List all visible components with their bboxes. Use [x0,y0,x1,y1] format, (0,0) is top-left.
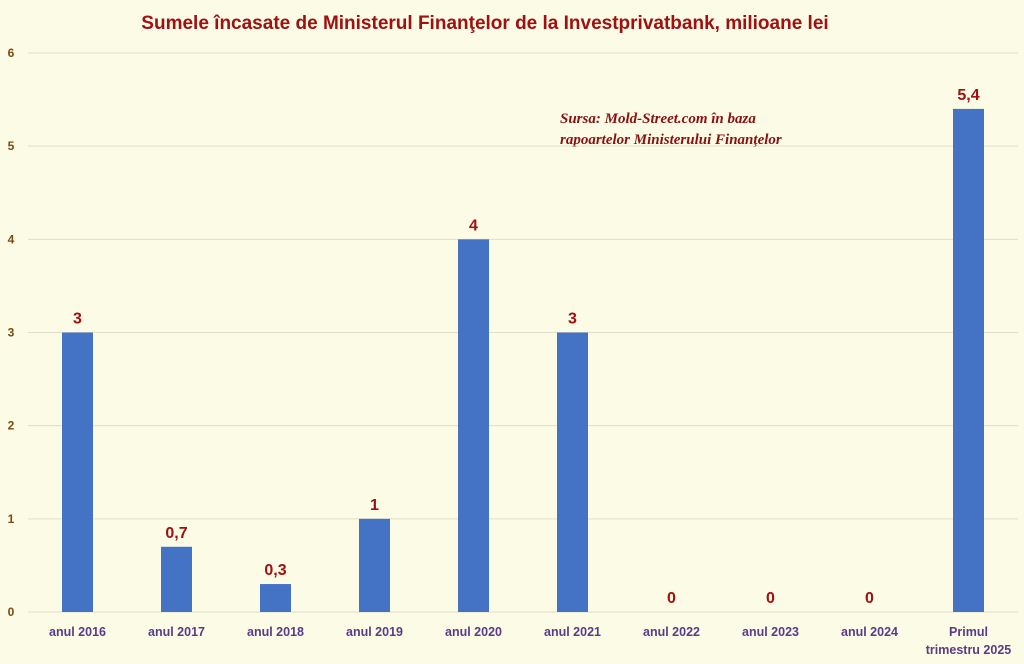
data-label: 1 [370,497,379,514]
bar [62,332,93,612]
x-tick-label: anul 2024 [841,625,898,639]
x-axis: anul 2016 anul 2017 anul 2018 anul 2019 anul… [49,625,1011,657]
chart-title: Sumele încasate de Ministerul Finanţelor… [141,13,828,34]
bar [557,332,588,612]
y-tick-label: 0 [8,605,15,619]
x-tick-label: trimestru 2025 [926,643,1012,657]
bar [953,108,984,613]
data-label: 0,3 [264,562,286,579]
data-label: 5,4 [957,87,979,104]
bar [359,518,390,612]
x-tick-label: anul 2021 [544,625,601,639]
source-annotation-line-2: rapoartelor Ministerului Finanţelor [560,132,782,148]
data-label: 0 [667,590,676,607]
y-axis: 0 1 2 3 4 5 6 [8,46,15,619]
gridlines [28,52,1018,613]
data-label: 0 [766,590,775,607]
y-tick-label: 1 [8,512,15,526]
data-label: 0 [865,590,874,607]
bar [260,584,291,612]
data-label: 0,7 [165,525,187,542]
x-tick-label: Primul [949,625,988,639]
source-annotation-line-1: Sursa: Mold-Street.com în baza [560,111,756,127]
y-tick-label: 2 [8,419,15,433]
x-tick-label: anul 2022 [643,625,700,639]
bar [161,546,192,612]
x-tick-label: anul 2023 [742,625,799,639]
y-tick-label: 4 [8,232,15,246]
data-label: 3 [568,311,577,328]
data-label: 4 [469,217,478,234]
bar [458,239,489,613]
x-tick-label: anul 2016 [49,625,106,639]
data-labels: 3 0,7 0,3 1 4 3 0 0 0 5,4 [73,87,980,607]
y-tick-label: 5 [8,139,15,153]
x-tick-label: anul 2018 [247,625,304,639]
y-tick-label: 6 [8,46,15,60]
x-tick-label: anul 2020 [445,625,502,639]
data-label: 3 [73,311,82,328]
y-tick-label: 3 [8,326,15,340]
x-tick-label: anul 2017 [148,625,205,639]
x-tick-label: anul 2019 [346,625,403,639]
bars [62,108,984,613]
